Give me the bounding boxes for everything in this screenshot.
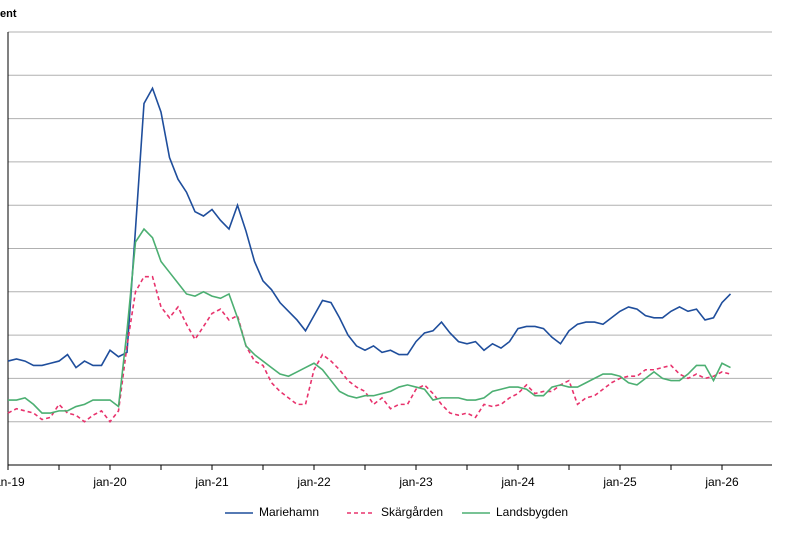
y-axis-label: ent (0, 8, 17, 20)
series-line (8, 227, 731, 414)
x-tick-label: jan-23 (398, 475, 433, 489)
legend-label: Skärgården (381, 505, 443, 519)
x-tick-label: jan-24 (500, 475, 535, 489)
x-tick-label: jan-25 (602, 475, 637, 489)
series-line (7, 86, 732, 369)
legend-label: Mariehamn (259, 505, 319, 519)
x-tick-label: jan-19 (0, 475, 25, 489)
x-tick-label: jan-21 (194, 475, 229, 489)
legend-label: Landsbygden (496, 505, 568, 519)
series-line (7, 275, 731, 423)
x-tick-label: jan-22 (296, 475, 331, 489)
x-tick-label: jan-26 (704, 475, 739, 489)
x-tick-label: jan-20 (92, 475, 127, 489)
